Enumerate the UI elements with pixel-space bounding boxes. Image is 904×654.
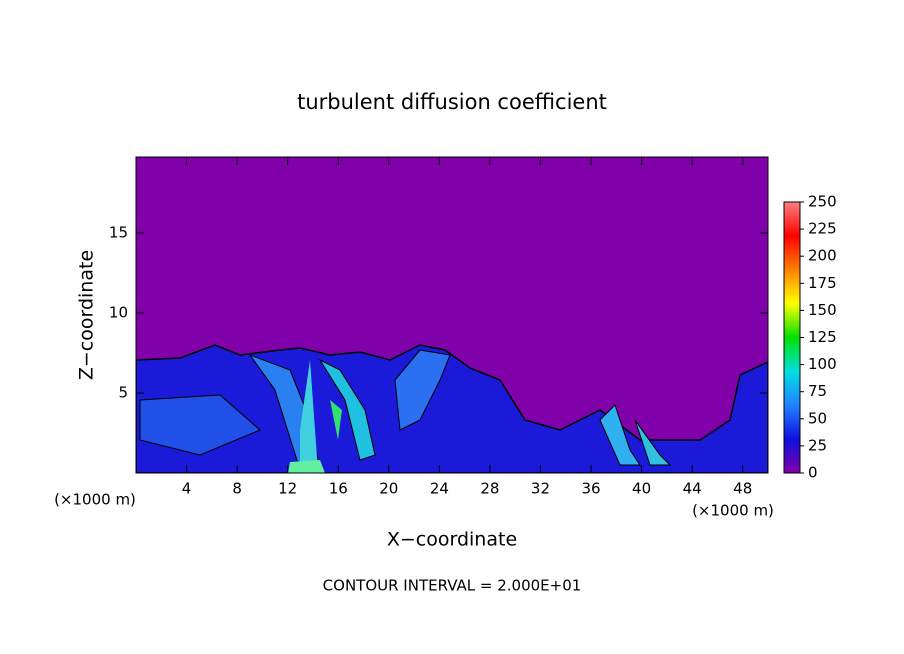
colorbar-tick-label: 25 (808, 436, 827, 454)
colorbar-tick-label: 0 (808, 464, 818, 482)
colorbar-tick-label: 250 (808, 193, 837, 211)
y-tick-label: 15 (109, 224, 128, 242)
colorbar-tick-label: 125 (808, 328, 837, 346)
y-tick-label: 10 (109, 304, 128, 322)
field-region (288, 460, 325, 473)
x-tick-label: 16 (329, 480, 348, 498)
chart-title: turbulent diffusion coefficient (297, 90, 607, 114)
contour-interval-note: CONTOUR INTERVAL = 2.000E+01 (323, 577, 582, 595)
y-unit: (×1000 m) (54, 491, 136, 509)
x-tick-label: 12 (278, 480, 297, 498)
x-tick-label: 28 (480, 480, 499, 498)
x-tick-label: 4 (182, 480, 192, 498)
y-axis-label: Z−coordinate (76, 250, 98, 380)
colorbar-tick-label: 175 (808, 274, 837, 292)
x-tick-label: 8 (232, 480, 242, 498)
plot-frame (135, 156, 769, 474)
x-axis-label: X−coordinate (387, 529, 517, 551)
field-region (599, 404, 641, 466)
x-unit: (×1000 m) (692, 502, 774, 520)
x-tick-label: 24 (430, 480, 449, 498)
colorbar-tick-label: 75 (808, 382, 827, 400)
field-region (300, 360, 318, 470)
colorbar-tick-label: 200 (808, 247, 837, 265)
field-region (634, 419, 672, 466)
x-tick-label: 40 (632, 480, 651, 498)
x-tick-label: 44 (683, 480, 702, 498)
field-region (330, 400, 342, 440)
colorbar-tick-label: 50 (808, 409, 827, 427)
x-tick-label: 36 (581, 480, 600, 498)
colorbar-tick-label: 100 (808, 355, 837, 373)
colorbar-tick-label: 225 (808, 220, 837, 238)
x-tick-label: 48 (733, 480, 752, 498)
y-tick-label: 5 (118, 384, 128, 402)
field (136, 157, 768, 473)
field-region (318, 358, 376, 461)
x-tick-label: 20 (379, 480, 398, 498)
x-tick-label: 32 (531, 480, 550, 498)
field-region (139, 394, 261, 456)
colorbar (783, 201, 801, 474)
field-region (394, 349, 451, 431)
colorbar-tick-label: 150 (808, 301, 837, 319)
